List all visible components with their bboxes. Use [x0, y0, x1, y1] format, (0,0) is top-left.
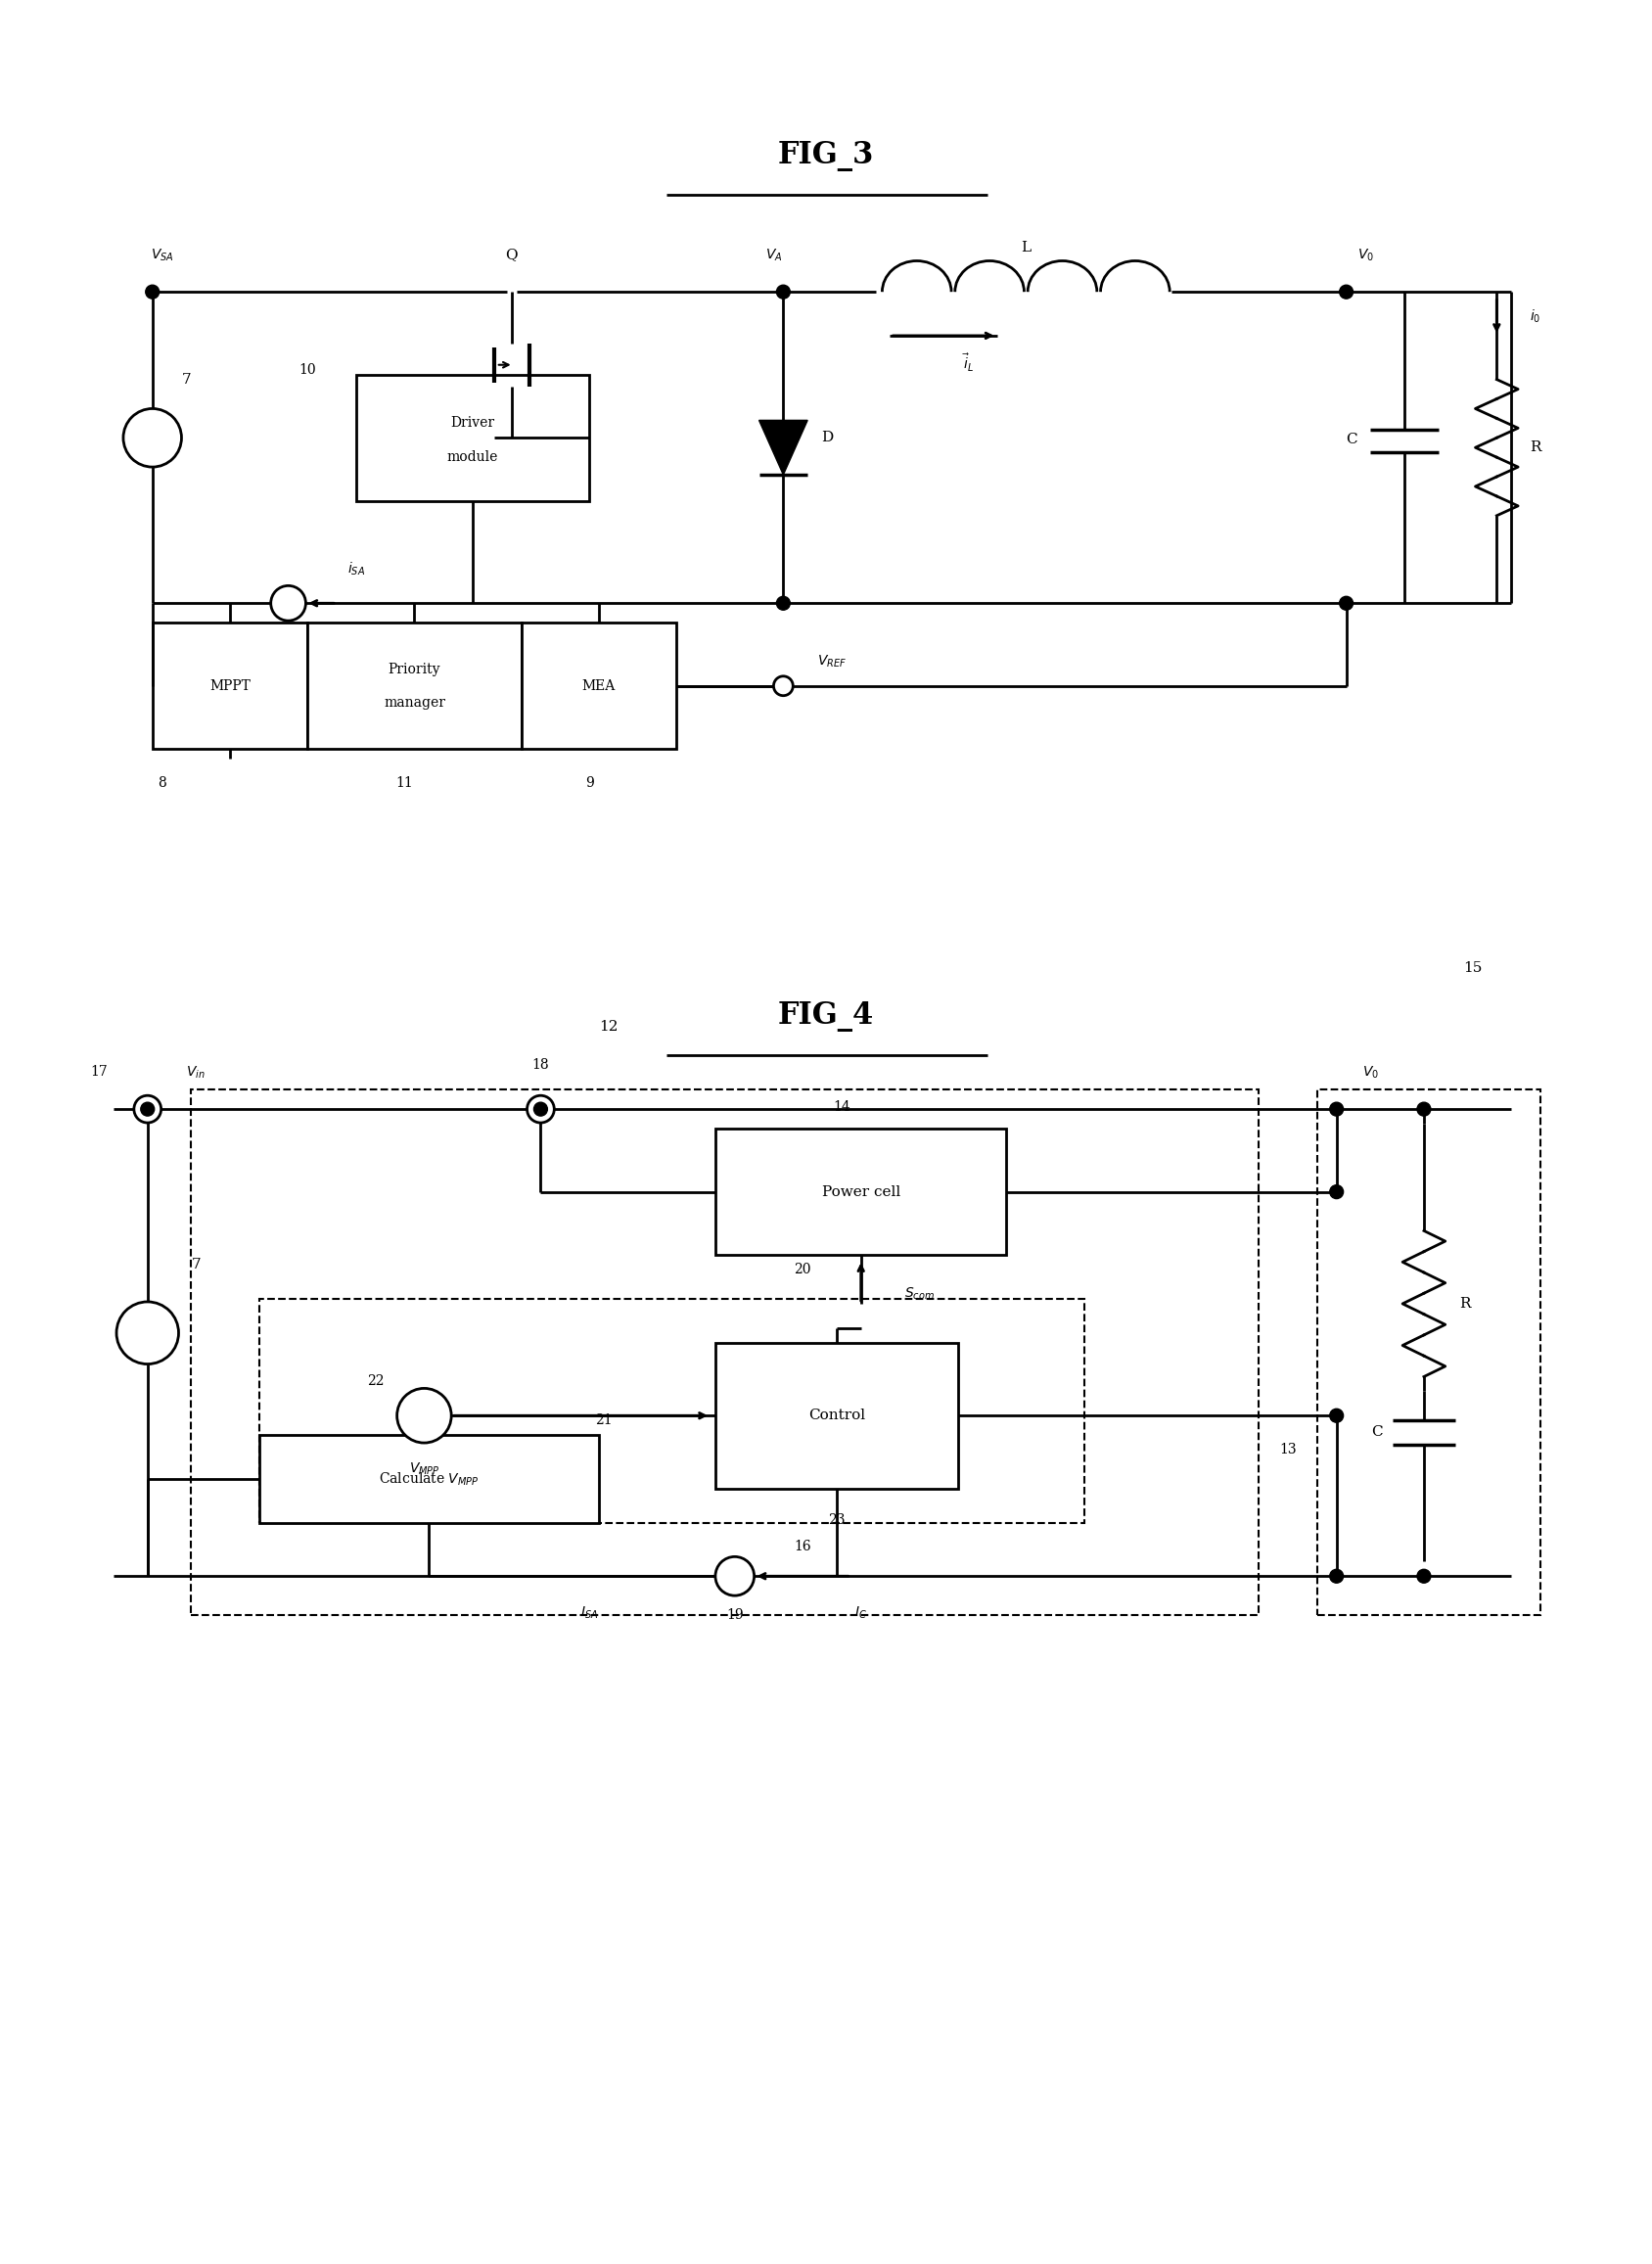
- Text: R: R: [1459, 1297, 1470, 1311]
- Text: Priority: Priority: [388, 663, 441, 677]
- Circle shape: [1340, 595, 1353, 609]
- Text: 11: 11: [396, 777, 413, 790]
- Text: FIG_4: FIG_4: [778, 1001, 874, 1032]
- Text: $V_{REF}$: $V_{REF}$: [818, 654, 846, 670]
- Text: 20: 20: [795, 1263, 811, 1277]
- Text: D: D: [821, 430, 833, 444]
- Text: $V_{in}$: $V_{in}$: [187, 1064, 206, 1080]
- Circle shape: [396, 1388, 451, 1442]
- Text: $V_{SA}$: $V_{SA}$: [150, 247, 173, 263]
- Text: 14: 14: [833, 1100, 851, 1114]
- Circle shape: [534, 1103, 547, 1116]
- Text: 7: 7: [192, 1259, 202, 1272]
- Text: R: R: [1530, 441, 1541, 455]
- Text: FIG_3: FIG_3: [778, 140, 874, 170]
- Text: $i_0$: $i_0$: [1530, 308, 1541, 324]
- Circle shape: [1330, 1569, 1343, 1583]
- Circle shape: [776, 595, 790, 609]
- Text: 22: 22: [367, 1374, 385, 1388]
- Text: Calculate $V_{MPP}$: Calculate $V_{MPP}$: [378, 1469, 479, 1487]
- Text: 10: 10: [299, 362, 316, 376]
- Text: L: L: [1021, 242, 1031, 256]
- Circle shape: [1330, 1408, 1343, 1422]
- Text: module: module: [448, 451, 499, 464]
- Text: $i_{SA}$: $i_{SA}$: [347, 561, 365, 577]
- Bar: [1317, 1089, 1540, 1614]
- Text: $+$: $+$: [420, 1417, 433, 1433]
- Bar: [259, 1300, 1084, 1524]
- Text: 7: 7: [182, 374, 192, 387]
- Text: 9: 9: [585, 777, 593, 790]
- Text: $V_{MPP}$: $V_{MPP}$: [408, 1460, 439, 1476]
- Bar: [715, 1127, 1006, 1254]
- Circle shape: [124, 408, 182, 466]
- Text: 16: 16: [795, 1540, 811, 1553]
- Text: 17: 17: [91, 1066, 107, 1080]
- Bar: [357, 374, 590, 500]
- Text: $V_0$: $V_0$: [1363, 1064, 1379, 1080]
- Circle shape: [1417, 1103, 1431, 1116]
- Circle shape: [140, 1103, 154, 1116]
- Circle shape: [145, 285, 159, 299]
- Text: $S_{com}$: $S_{com}$: [904, 1286, 935, 1302]
- Text: $\vec{i}_L$: $\vec{i}_L$: [961, 353, 973, 374]
- Circle shape: [527, 1096, 553, 1123]
- Text: Control: Control: [808, 1408, 866, 1422]
- Bar: [192, 1089, 1259, 1614]
- Bar: [259, 1435, 600, 1524]
- Polygon shape: [758, 421, 808, 475]
- Text: Driver: Driver: [451, 417, 496, 430]
- Text: $I_C$: $I_C$: [854, 1605, 867, 1621]
- Circle shape: [1340, 285, 1353, 299]
- Circle shape: [1330, 1184, 1343, 1198]
- Circle shape: [776, 285, 790, 299]
- Circle shape: [271, 586, 306, 620]
- Circle shape: [773, 677, 793, 695]
- Bar: [715, 1343, 958, 1490]
- Text: C: C: [1371, 1426, 1383, 1440]
- Text: 19: 19: [727, 1607, 743, 1621]
- Text: 12: 12: [600, 1019, 618, 1032]
- Text: 21: 21: [595, 1413, 613, 1426]
- Circle shape: [1330, 1103, 1343, 1116]
- Text: 23: 23: [828, 1512, 846, 1526]
- Text: C: C: [1345, 432, 1356, 446]
- Text: 15: 15: [1464, 962, 1482, 976]
- Text: MEA: MEA: [582, 679, 616, 693]
- Text: 18: 18: [532, 1060, 548, 1073]
- Text: $-$: $-$: [410, 1399, 425, 1417]
- Text: $V_A$: $V_A$: [765, 247, 781, 263]
- Circle shape: [1417, 1569, 1431, 1583]
- Circle shape: [715, 1558, 755, 1596]
- Bar: [522, 623, 677, 749]
- Text: Q: Q: [506, 249, 517, 263]
- Bar: [152, 623, 307, 749]
- Text: $I_{SA}$: $I_{SA}$: [580, 1605, 598, 1621]
- Circle shape: [134, 1096, 162, 1123]
- Text: 8: 8: [159, 777, 167, 790]
- Text: manager: manager: [383, 695, 446, 709]
- Text: Power cell: Power cell: [821, 1184, 900, 1198]
- Text: 13: 13: [1279, 1442, 1297, 1456]
- Circle shape: [117, 1302, 178, 1363]
- Text: $V_0$: $V_0$: [1358, 247, 1374, 263]
- Bar: [307, 623, 522, 749]
- Text: MPPT: MPPT: [210, 679, 251, 693]
